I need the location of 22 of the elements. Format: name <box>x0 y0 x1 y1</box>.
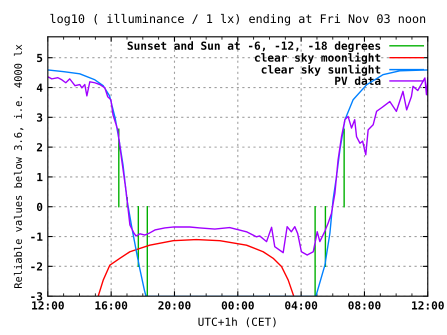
y-tick-label: -2 <box>31 262 42 271</box>
x-tick-label: 08:00 <box>348 301 381 310</box>
legend-label: Sunset and Sun at -6, -12, -18 degrees <box>128 41 380 52</box>
y-tick-label: 1 <box>37 173 42 182</box>
y-tick-label: 0 <box>36 202 42 212</box>
y-tick-label: -3 <box>31 292 42 301</box>
x-tick-label: 16:00 <box>95 301 128 310</box>
x-tick-label: 20:00 <box>158 301 191 310</box>
x-tick-label: 00:00 <box>222 301 254 310</box>
chart-title: log10 ( illuminance / 1 lx) ending at Fri Nov 03 noon <box>50 14 426 26</box>
y-tick-label: 4 <box>36 84 42 92</box>
legend-label: clear sky sunlight <box>262 64 380 76</box>
y-tick-label: 5 <box>37 54 42 62</box>
legend-label: clear sky moonlight <box>254 52 380 64</box>
x-tick-label: 12:00 <box>32 301 64 310</box>
y-tick-label: -1 <box>31 232 42 241</box>
y-tick-label: 2 <box>36 143 42 152</box>
x-axis-title: UTC+1h (CET) <box>198 317 276 328</box>
x-tick-label: 12:00 <box>412 301 444 310</box>
y-tick-label: 3 <box>36 113 42 122</box>
x-tick-label: 04:00 <box>285 301 318 310</box>
y-axis-title: Reliable values below 3.6, i.e. 4000 lx <box>14 44 24 288</box>
